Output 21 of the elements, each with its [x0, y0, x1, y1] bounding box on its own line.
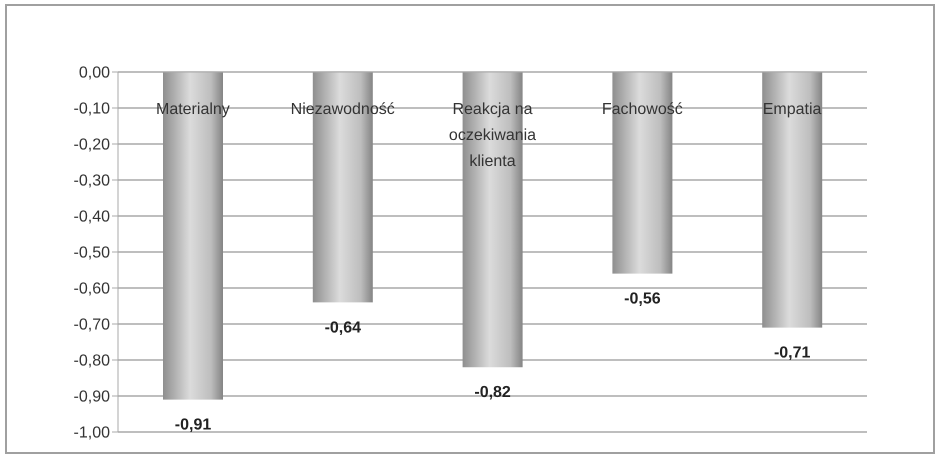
x-tick-label: Niezawodność	[290, 101, 395, 118]
y-tick-label: -0,10	[74, 100, 110, 118]
data-label: -0,56	[624, 290, 661, 308]
y-tick-label: 0,00	[78, 64, 110, 82]
x-tick-label: Materialny	[156, 101, 230, 118]
y-tick-label: -0,30	[74, 172, 110, 190]
data-label: -0,91	[174, 416, 212, 434]
y-tick-label: -0,20	[74, 136, 110, 154]
x-tick-label: Fachowość	[602, 101, 683, 118]
x-tick-label: Reakcja na oczekiwania klienta	[448, 101, 536, 170]
data-label: -0,82	[474, 384, 511, 402]
data-label: -0,64	[324, 319, 362, 336]
y-tick-label: -1,00	[74, 424, 110, 442]
data-label: -0,71	[774, 344, 811, 362]
y-tick-label: -0,40	[74, 208, 110, 226]
y-tick-label: -0,50	[74, 244, 110, 262]
x-tick-label: Empatia	[762, 101, 822, 118]
y-tick-label: -0,70	[74, 316, 110, 334]
y-tick-label: -0,60	[74, 280, 110, 298]
y-tick-label: -0,90	[74, 388, 110, 406]
y-tick-label: -0,80	[74, 352, 110, 370]
